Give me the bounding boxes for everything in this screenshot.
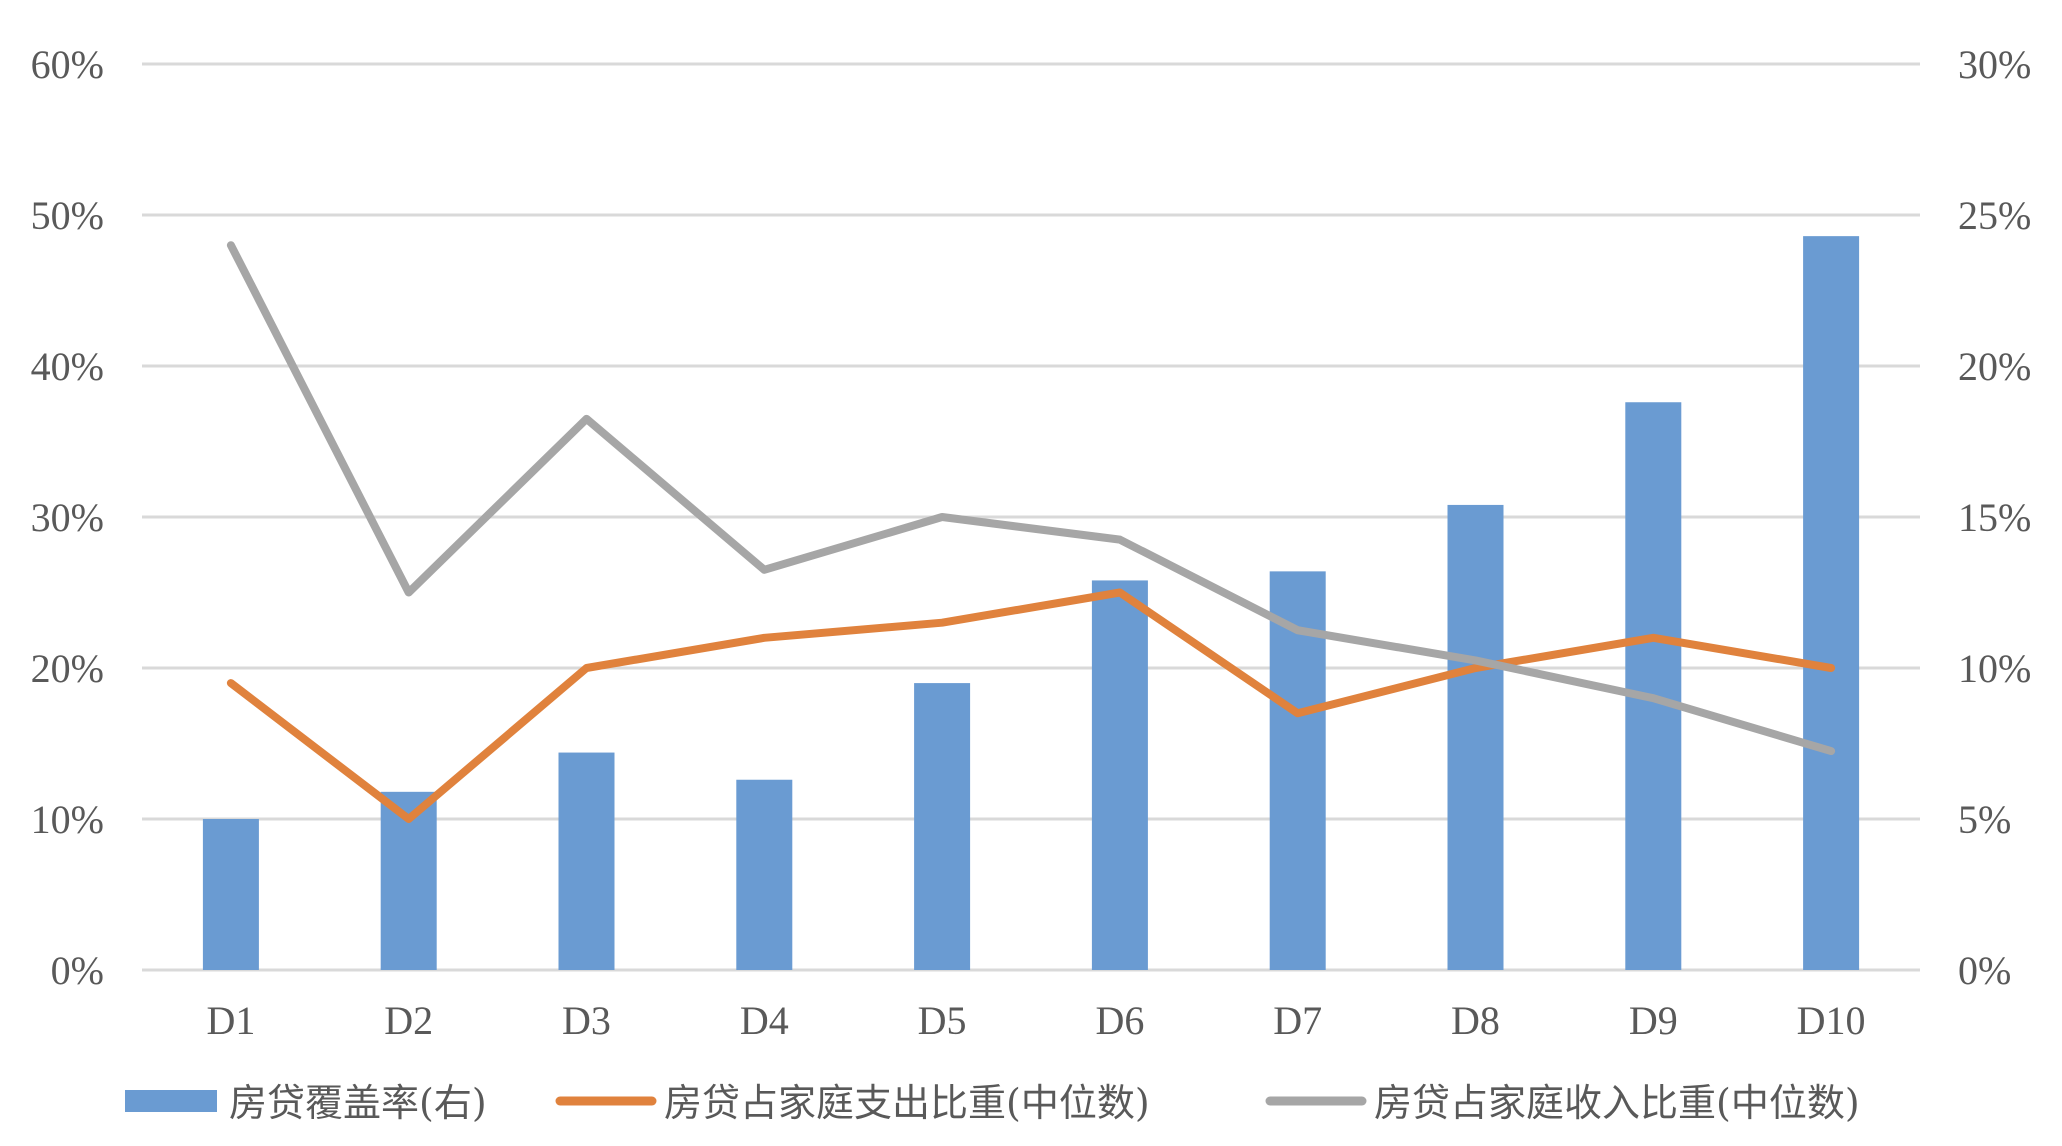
right-axis-tick-label: 5% [1958,797,2011,842]
left-axis-tick-label: 30% [31,495,104,540]
right-axis-tick-label: 0% [1958,948,2011,993]
x-axis-ticks: D1 D2 D3 D4 D5 D6 D7 D8 D9 D10 [206,998,1865,1043]
right-axis-tick-label: 25% [1958,193,2031,238]
x-axis-tick-label: D4 [740,998,789,1043]
legend-swatch-bar [125,1090,217,1112]
left-axis-tick-label: 0% [51,948,104,993]
bar-d10 [1803,236,1860,970]
left-axis-tick-label: 50% [31,193,104,238]
gridlines [142,62,1920,972]
legend-label: 房贷占家庭收入比重(中位数) [1374,1081,1860,1125]
x-axis-tick-label: D10 [1797,998,1866,1043]
x-axis-tick-label: D2 [384,998,433,1043]
bar-d9 [1625,402,1682,970]
bar-d4 [736,779,793,970]
bar-d1 [202,819,259,970]
line-series-1 [226,588,1836,823]
bar-d7 [1269,571,1326,970]
x-axis-tick-label: D8 [1451,998,1500,1043]
left-axis-tick-label: 60% [31,42,104,87]
x-axis-tick-label: D6 [1095,998,1144,1043]
x-axis-tick-label: D9 [1629,998,1678,1043]
left-axis-tick-label: 40% [31,344,104,389]
x-axis-tick-label: D5 [918,998,967,1043]
left-axis-tick-label: 10% [31,797,104,842]
line-series [226,241,1836,823]
bar-d5 [914,683,971,970]
right-axis-tick-label: 15% [1958,495,2031,540]
line-series-2 [226,241,1836,756]
x-axis-tick-label: D1 [206,998,255,1043]
right-axis-tick-label: 20% [1958,344,2031,389]
legend-label: 房贷占家庭支出比重(中位数) [664,1081,1150,1125]
legend: 房贷覆盖率(右) 房贷占家庭支出比重(中位数) 房贷占家庭收入比重(中位数) [125,1081,1860,1125]
x-axis-tick-label: D7 [1273,998,1322,1043]
bar-d3 [558,752,615,970]
bar-d8 [1447,504,1504,970]
bar-d6 [1091,580,1148,970]
legend-label: 房贷覆盖率(右) [229,1081,487,1125]
left-axis-ticks: 0% 10% 20% 30% 40% 50% 60% [31,42,104,993]
x-axis-tick-label: D3 [562,998,611,1043]
left-axis-tick-label: 20% [31,646,104,691]
bar-series [202,236,1860,970]
right-axis-ticks: 0% 5% 10% 15% 20% 25% 30% [1958,42,2031,993]
right-axis-tick-label: 30% [1958,42,2031,87]
right-axis-tick-label: 10% [1958,646,2031,691]
